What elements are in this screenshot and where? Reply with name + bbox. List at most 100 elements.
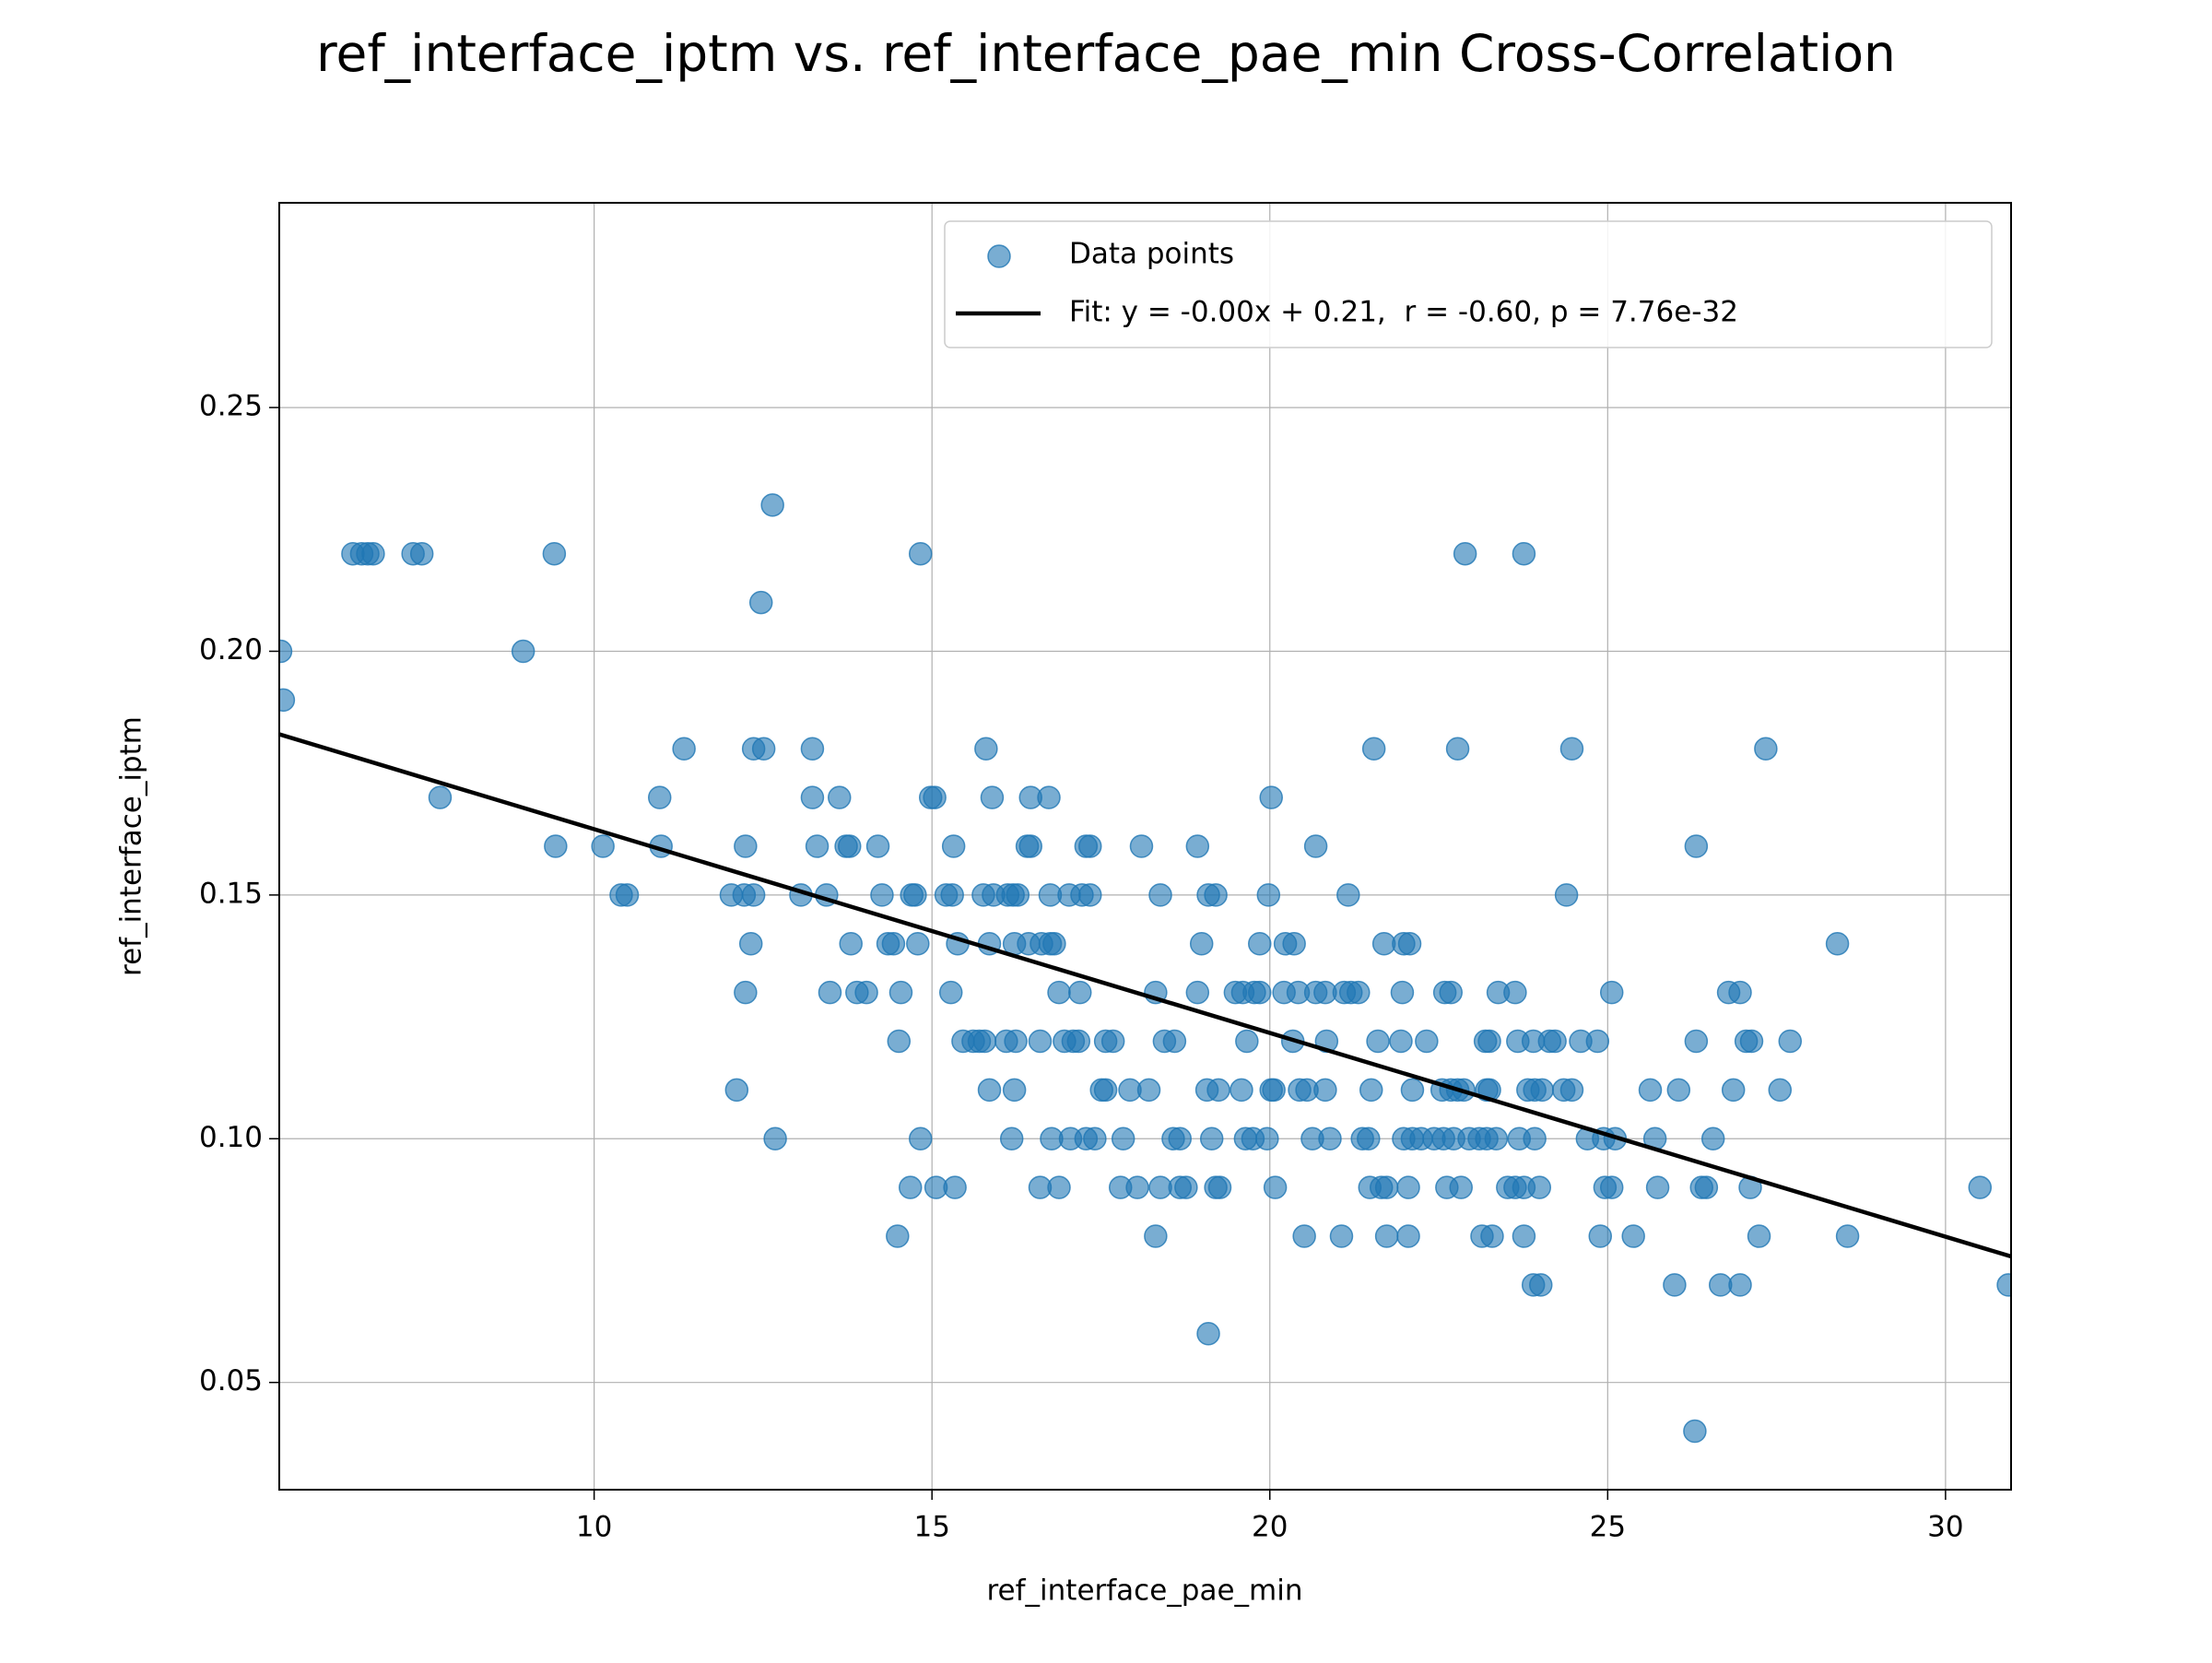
data-point (1199, 1126, 1224, 1151)
y-tick-label: 0.10 (199, 1121, 263, 1154)
data-point (838, 834, 862, 858)
data-point (1255, 1126, 1279, 1151)
data-point (1047, 1175, 1071, 1199)
x-tick-label: 20 (1252, 1511, 1288, 1544)
data-point (974, 737, 998, 761)
data-point (1449, 1175, 1473, 1199)
data-point (1248, 980, 1272, 1005)
data-point (1263, 1175, 1288, 1199)
data-point (1554, 883, 1579, 907)
data-point (1530, 1078, 1554, 1103)
data-point (923, 785, 947, 809)
data-point (1728, 1273, 1752, 1297)
data-point (1004, 1029, 1028, 1054)
data-point (1259, 785, 1283, 809)
data-point (1585, 1029, 1610, 1054)
data-point (1684, 834, 1709, 858)
data-point (542, 541, 567, 566)
data-point (1371, 932, 1396, 956)
data-point (1663, 1273, 1687, 1297)
data-point (870, 883, 894, 907)
data-point (1374, 1175, 1399, 1199)
data-point (1230, 1078, 1253, 1103)
data-point (1093, 1078, 1118, 1103)
data-point (888, 980, 913, 1005)
data-point (938, 980, 963, 1005)
data-point (1728, 980, 1752, 1005)
data-point (279, 688, 296, 713)
data-point (1002, 1078, 1027, 1103)
data-point (738, 932, 763, 956)
data-point (839, 932, 863, 956)
data-point (760, 493, 784, 517)
legend: Data points Fit: y = -0.00x + 0.21, r = -… (944, 220, 1993, 348)
data-point (1336, 883, 1360, 907)
data-point (999, 1126, 1024, 1151)
data-point (1415, 1029, 1439, 1054)
data-point (544, 834, 568, 858)
data-point (724, 1078, 749, 1103)
data-point (279, 639, 293, 664)
data-point (1204, 883, 1228, 907)
data-point (1523, 1126, 1547, 1151)
data-point (1256, 883, 1281, 907)
data-point (1527, 1175, 1552, 1199)
data-point (887, 1029, 912, 1054)
data-point (1512, 541, 1536, 566)
fit-line (279, 732, 2011, 1259)
data-point (1366, 1029, 1390, 1054)
data-point (1543, 1029, 1567, 1054)
data-point (1778, 1029, 1803, 1054)
y-axis-label: ref_interface_iptm (115, 716, 148, 976)
data-point (1588, 1224, 1613, 1248)
data-point (977, 1078, 1002, 1103)
data-point (908, 541, 933, 566)
data-point (1282, 932, 1306, 956)
data-point (1148, 883, 1172, 907)
y-tick-label: 0.20 (199, 633, 263, 666)
data-point (800, 785, 825, 809)
data-point (1361, 737, 1386, 761)
data-point (1721, 1078, 1746, 1103)
data-point (1684, 1029, 1709, 1054)
data-point (1047, 980, 1071, 1005)
data-point (672, 737, 696, 761)
data-point (805, 834, 830, 858)
x-tick-label: 15 (913, 1511, 949, 1544)
data-point (1162, 1029, 1187, 1054)
data-point (1357, 1126, 1381, 1151)
data-point (591, 834, 615, 858)
plot-frame (278, 202, 2012, 1491)
data-point (1129, 834, 1154, 858)
data-point (943, 1175, 967, 1199)
data-point (908, 1126, 933, 1151)
data-point (980, 785, 1005, 809)
data-point (1042, 932, 1066, 956)
data-point (361, 541, 385, 566)
data-point (1185, 834, 1210, 858)
x-tick-label: 30 (1927, 1511, 1963, 1544)
data-point (1100, 1029, 1125, 1054)
data-point (1396, 1224, 1420, 1248)
data-point (1528, 1273, 1553, 1297)
data-point (1477, 1029, 1501, 1054)
data-point (1359, 1078, 1383, 1103)
data-point (898, 1175, 923, 1199)
data-point (1006, 883, 1030, 907)
data-point (1018, 834, 1042, 858)
data-point (1207, 1175, 1232, 1199)
data-point (1206, 1078, 1230, 1103)
data-point (1559, 1078, 1584, 1103)
data-point (1968, 1175, 1993, 1199)
data-point (1068, 980, 1092, 1005)
data-point (1235, 1029, 1259, 1054)
chart-title: ref_interface_iptm vs. ref_interface_pae… (316, 24, 1896, 83)
data-point (1512, 1224, 1536, 1248)
plot-area (279, 493, 2011, 1444)
data-point (1390, 980, 1415, 1005)
data-point (763, 1126, 787, 1151)
data-point (1083, 1126, 1107, 1151)
data-point (903, 883, 927, 907)
